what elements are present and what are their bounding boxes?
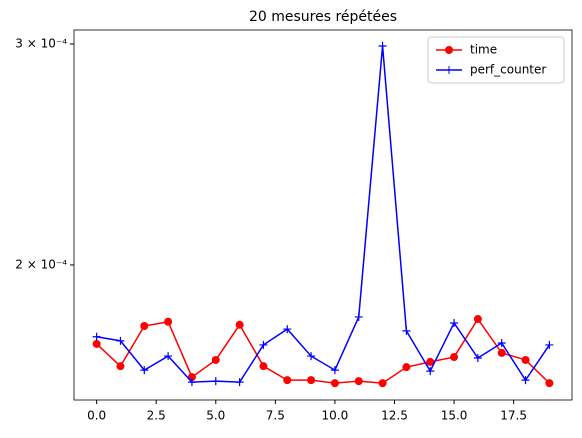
point [235,320,244,329]
point [187,378,196,387]
point [211,377,220,386]
legend-box [427,36,565,84]
point [116,362,125,371]
point [307,352,316,361]
point [164,317,173,326]
point [402,363,411,372]
point [378,379,387,388]
point [521,355,530,364]
x-tick-label: 0.0 [87,409,106,423]
legend-marker [445,46,453,54]
point [330,379,339,388]
point [545,379,554,388]
point [426,357,435,366]
point [450,353,459,362]
series-line [96,45,550,383]
point [473,354,482,363]
x-tick-label: 10.0 [322,409,349,423]
point [211,355,220,364]
point [283,325,292,334]
x-tick-label: 5.0 [206,409,225,423]
point [497,339,506,348]
point [92,339,101,348]
point [473,315,482,324]
x-tick-label: 12.5 [381,409,408,423]
point [283,376,292,385]
y-tick-label: 3 × 10⁻⁴ [15,36,67,50]
point [402,326,411,335]
point [521,376,530,385]
point [354,312,363,321]
point [497,348,506,357]
point [450,318,459,327]
point [378,41,387,50]
point [259,362,268,371]
legend-label: perf_counter [470,63,546,77]
point [235,378,244,387]
point [164,352,173,361]
x-tick-label: 17.5 [500,409,527,423]
point [116,336,125,345]
point [426,367,435,376]
plot-frame [73,29,573,401]
point [140,366,149,375]
x-tick-label: 15.0 [441,409,468,423]
legend-marker [445,66,453,74]
point [259,340,268,349]
x-tick-label: 7.5 [266,409,285,423]
legend-label: time [470,43,497,57]
x-tick-label: 2.5 [147,409,166,423]
point [140,322,149,331]
point [92,332,101,341]
point [307,376,316,385]
y-tick-label: 2 × 10⁻⁴ [15,257,67,271]
series-line [96,317,550,384]
point [330,366,339,375]
point [545,340,554,349]
point [354,377,363,386]
chart-title: 20 mesures répétées [249,9,397,25]
